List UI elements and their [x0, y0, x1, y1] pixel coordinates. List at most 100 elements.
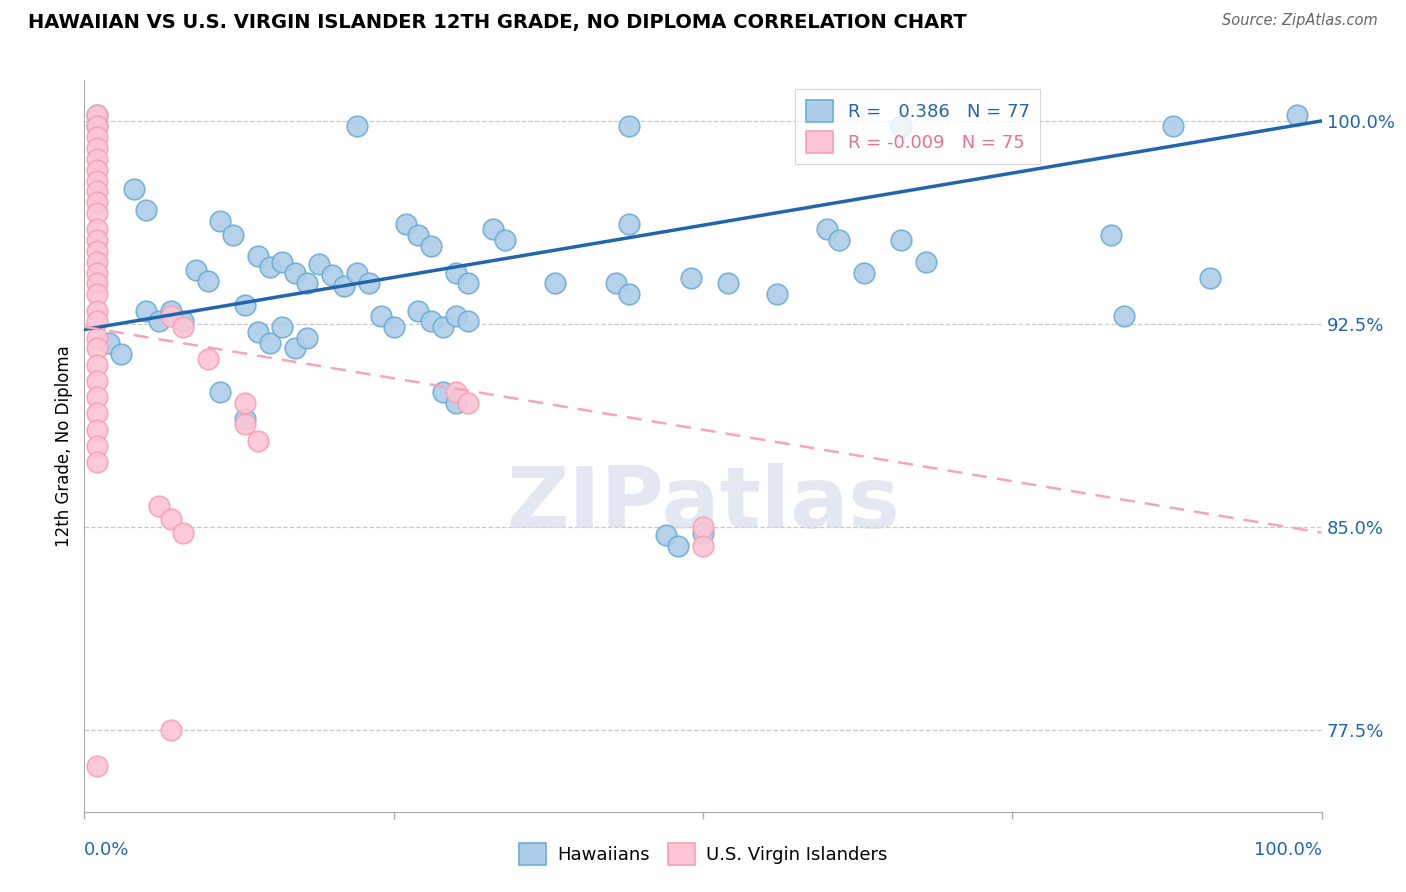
Point: [86, 342, 108, 356]
Point: [86, 185, 108, 199]
Point: [655, 528, 678, 542]
Point: [308, 258, 330, 272]
Point: [284, 342, 307, 356]
Point: [86, 277, 108, 291]
Point: [86, 374, 108, 388]
Point: [86, 108, 108, 122]
Point: [160, 723, 183, 738]
Point: [346, 266, 368, 280]
Point: [444, 266, 467, 280]
Point: [271, 319, 294, 334]
Point: [86, 407, 108, 421]
Point: [408, 227, 430, 242]
Point: [86, 266, 108, 280]
Point: [86, 130, 108, 145]
Point: [259, 260, 281, 275]
Point: [346, 120, 368, 134]
Point: [86, 439, 108, 453]
Point: [86, 287, 108, 301]
Point: [233, 395, 256, 409]
Point: [246, 434, 269, 448]
Point: [259, 336, 281, 351]
Point: [432, 319, 454, 334]
Text: Source: ZipAtlas.com: Source: ZipAtlas.com: [1222, 13, 1378, 29]
Point: [86, 758, 108, 772]
Point: [86, 120, 108, 134]
Point: [444, 384, 467, 399]
Point: [86, 390, 108, 404]
Point: [914, 254, 936, 268]
Point: [284, 266, 307, 280]
Point: [172, 314, 194, 328]
Point: [1285, 108, 1308, 122]
Point: [828, 233, 851, 247]
Point: [86, 152, 108, 166]
Point: [233, 412, 256, 426]
Point: [370, 309, 392, 323]
Point: [86, 423, 108, 437]
Point: [86, 455, 108, 469]
Point: [86, 195, 108, 210]
Text: 100.0%: 100.0%: [1254, 841, 1322, 859]
Point: [86, 303, 108, 318]
Point: [432, 384, 454, 399]
Point: [86, 358, 108, 372]
Point: [295, 277, 318, 291]
Point: [86, 222, 108, 236]
Point: [815, 222, 838, 236]
Text: 0.0%: 0.0%: [84, 841, 129, 859]
Point: [86, 108, 108, 122]
Point: [890, 120, 912, 134]
Point: [86, 331, 108, 345]
Point: [86, 162, 108, 177]
Point: [617, 217, 640, 231]
Point: [717, 277, 740, 291]
Point: [419, 238, 441, 252]
Point: [197, 352, 219, 367]
Point: [494, 233, 516, 247]
Point: [692, 520, 714, 534]
Point: [209, 214, 232, 228]
Point: [419, 314, 441, 328]
Point: [1161, 120, 1184, 134]
Point: [122, 181, 145, 195]
Point: [605, 277, 627, 291]
Point: [890, 233, 912, 247]
Point: [481, 222, 503, 236]
Point: [86, 173, 108, 187]
Point: [679, 271, 702, 285]
Point: [382, 319, 405, 334]
Point: [160, 303, 183, 318]
Legend: Hawaiians, U.S. Virgin Islanders: Hawaiians, U.S. Virgin Islanders: [508, 832, 898, 876]
Point: [321, 268, 343, 283]
Point: [692, 539, 714, 553]
Point: [135, 303, 157, 318]
Point: [246, 249, 269, 263]
Point: [457, 314, 479, 328]
Point: [617, 120, 640, 134]
Point: [357, 277, 380, 291]
Point: [184, 263, 207, 277]
Point: [457, 277, 479, 291]
Point: [692, 525, 714, 540]
Point: [295, 331, 318, 345]
Point: [98, 336, 121, 351]
Y-axis label: 12th Grade, No Diploma: 12th Grade, No Diploma: [55, 345, 73, 547]
Point: [86, 254, 108, 268]
Point: [209, 384, 232, 399]
Point: [110, 347, 132, 361]
Point: [333, 279, 356, 293]
Point: [852, 266, 875, 280]
Point: [86, 206, 108, 220]
Point: [408, 303, 430, 318]
Point: [246, 325, 269, 339]
Point: [617, 287, 640, 301]
Point: [395, 217, 418, 231]
Point: [457, 395, 479, 409]
Point: [444, 309, 467, 323]
Text: ZIPatlas: ZIPatlas: [506, 463, 900, 546]
Point: [666, 539, 689, 553]
Point: [160, 512, 183, 526]
Text: HAWAIIAN VS U.S. VIRGIN ISLANDER 12TH GRADE, NO DIPLOMA CORRELATION CHART: HAWAIIAN VS U.S. VIRGIN ISLANDER 12TH GR…: [28, 13, 967, 32]
Point: [86, 120, 108, 134]
